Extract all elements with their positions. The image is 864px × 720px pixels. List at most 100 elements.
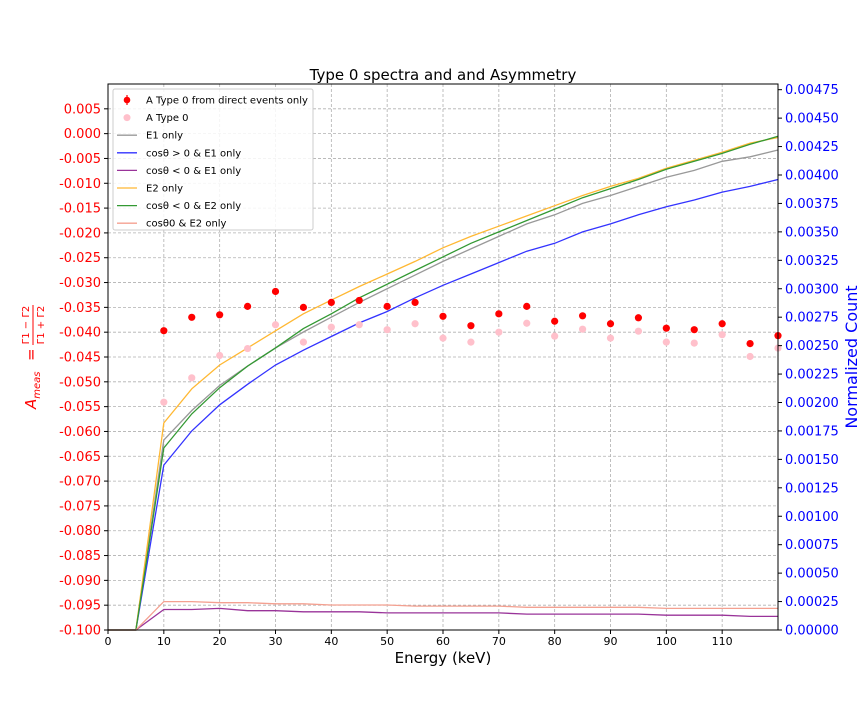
x-tick-label: 30: [269, 635, 283, 648]
left-axis-label-prefix: A: [22, 399, 40, 410]
series-point-0: [746, 339, 754, 348]
left-tick-label: -0.065: [59, 450, 101, 465]
series-point-0: [383, 302, 391, 310]
left-axis-label-denominator: Γ1 + Γ2: [36, 306, 47, 345]
right-tick-label: 0.00100: [785, 510, 839, 525]
left-tick-label: -0.055: [59, 400, 101, 415]
legend: A Type 0 from direct events only A Type 0…: [112, 88, 314, 231]
series-point-1: [746, 352, 754, 361]
series-point-1: [662, 338, 670, 346]
series-point-0: [271, 287, 280, 296]
series-point-1: [411, 320, 419, 328]
right-tick-label: 0.00000: [785, 624, 839, 639]
left-tick-label: -0.080: [59, 524, 101, 539]
series-point-1: [216, 351, 224, 360]
series-point-1: [718, 331, 726, 339]
legend-label: cosθ < 0 & E2 only: [146, 201, 241, 212]
series-point-1: [523, 319, 531, 327]
left-tick-label: -0.035: [59, 301, 101, 316]
legend-swatch: [123, 96, 131, 104]
right-tick-label: 0.00375: [785, 197, 839, 212]
left-tick-label: -0.005: [59, 152, 101, 167]
svg-text:Ameas: Ameas: [22, 372, 43, 411]
left-tick-label: -0.090: [59, 574, 101, 589]
series-point-1: [383, 326, 391, 334]
series-point-0: [634, 314, 643, 322]
series-point-1: [188, 374, 196, 382]
x-tick-label: 80: [548, 635, 562, 648]
series-point-1: [271, 321, 280, 329]
x-tick-label: 90: [604, 635, 618, 648]
left-tick-label: -0.060: [59, 425, 101, 440]
left-tick-label: -0.015: [59, 202, 101, 217]
series-point-0: [718, 320, 726, 328]
right-tick-label: 0.00450: [785, 112, 839, 127]
legend-label: E2 only: [146, 184, 183, 195]
right-tick-label: 0.00400: [785, 169, 839, 184]
right-tick-label: 0.00325: [785, 254, 839, 269]
right-axis-label: Normalized Count: [842, 285, 861, 428]
series-point-0: [690, 326, 698, 334]
series-point-1: [634, 327, 643, 335]
left-tick-label: -0.010: [59, 177, 101, 192]
series-point-1: [243, 344, 252, 353]
x-axis-label: Energy (keV): [395, 649, 492, 667]
x-tick-label: 70: [492, 635, 506, 648]
series-line-0: [108, 149, 779, 631]
right-tick-label: 0.00125: [785, 481, 839, 496]
x-tick-label: 40: [324, 635, 338, 648]
series-point-0: [355, 296, 363, 305]
series-point-0: [578, 312, 587, 320]
left-tick-label: -0.030: [59, 276, 101, 291]
right-tick-label: 0.00050: [785, 567, 839, 582]
left-tick-label: -0.085: [59, 549, 101, 564]
legend-box: [112, 88, 314, 231]
chart-title: Type 0 spectra and and Asymmetry: [309, 66, 577, 84]
right-axis-ticks: 0.00000 0.00025 0.00050 0.00075 0.00100 0.001…: [778, 83, 839, 639]
right-tick-label: 0.00250: [785, 339, 839, 354]
right-tick-label: 0.00475: [785, 83, 839, 98]
legend-label: cosθ0 & E2 only: [146, 219, 227, 230]
series-point-0: [467, 322, 475, 330]
series-point-0: [439, 312, 447, 320]
series-points: [160, 287, 782, 406]
legend-label: cosθ > 0 & E1 only: [146, 148, 241, 159]
right-tick-label: 0.00175: [785, 424, 839, 439]
x-tick-label: 0: [105, 635, 112, 648]
series-point-0: [551, 317, 559, 325]
series-line-4: [108, 135, 779, 631]
series-line-3: [108, 136, 779, 631]
left-tick-label: -0.070: [59, 475, 101, 490]
x-tick-label: 20: [213, 635, 227, 648]
right-tick-label: 0.00350: [785, 225, 839, 240]
series-point-0: [160, 327, 168, 335]
x-tick-label: 110: [712, 635, 733, 648]
left-tick-label: -0.020: [59, 226, 101, 241]
left-tick-label: 0.005: [64, 102, 101, 117]
x-axis-ticks: 0 10 20 30 40 50 60 70 80 90 100 110: [105, 630, 733, 648]
left-tick-label: -0.075: [59, 499, 101, 514]
left-tick-label: 0.000: [64, 127, 101, 142]
legend-label: A Type 0 from direct events only: [146, 96, 308, 107]
x-tick-label: 60: [436, 635, 450, 648]
series-point-0: [606, 320, 615, 328]
left-tick-label: -0.050: [59, 375, 101, 390]
left-tick-label: -0.100: [59, 624, 101, 639]
legend-label: A Type 0: [146, 113, 189, 124]
series-point-1: [578, 325, 587, 333]
series-point-0: [216, 311, 224, 319]
legend-label: cosθ < 0 & E1 only: [146, 166, 241, 177]
x-tick-label: 100: [656, 635, 677, 648]
left-tick-label: -0.095: [59, 599, 101, 614]
right-tick-label: 0.00075: [785, 538, 839, 553]
series-point-0: [495, 310, 503, 318]
series-point-0: [662, 324, 670, 332]
left-axis-ticks: 0.005 0.000 -0.005 -0.010 -0.015 -0.020 -0.025…: [59, 102, 108, 639]
series-point-1: [495, 328, 503, 336]
series-point-1: [606, 334, 615, 342]
series-point-0: [188, 313, 196, 321]
left-tick-label: -0.025: [59, 251, 101, 266]
left-tick-label: -0.045: [59, 351, 101, 366]
series-line-5: [108, 600, 778, 631]
